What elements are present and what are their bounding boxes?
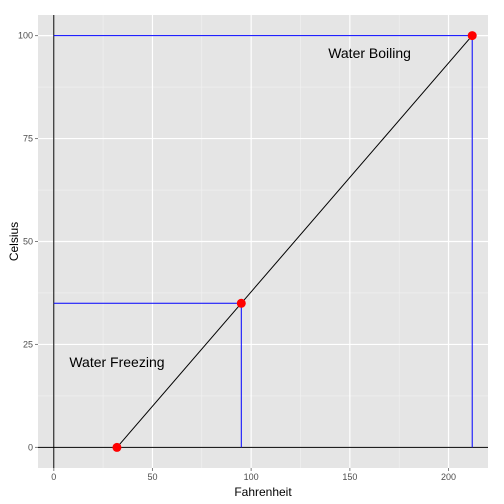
y-axis-ticks: 0 25 50 75 100 [18,31,38,452]
data-points [112,31,477,452]
annotations: Water Freezing Water Boiling [69,45,411,370]
annotation-label: Water Boiling [328,45,411,61]
x-tick-label: 100 [244,472,259,482]
x-tick-label: 50 [147,472,157,482]
y-tick-label: 25 [23,339,33,349]
conversion-line [116,35,473,448]
conversion-line-segment [116,35,473,448]
y-tick-label: 50 [23,237,33,247]
data-point [112,442,122,452]
data-point [236,298,246,308]
annotation-label: Water Freezing [69,354,164,370]
y-tick-label: 0 [28,442,33,452]
y-tick-label: 75 [23,134,33,144]
blue-guide-lines [53,35,473,448]
y-tick-label: 100 [18,31,33,41]
x-tick-label: 200 [441,472,456,482]
data-point [467,31,477,41]
x-axis-ticks: 0 50 100 150 200 [51,468,456,482]
x-tick-label: 0 [51,472,56,482]
x-axis-title: Fahrenheit [234,485,292,499]
x-tick-label: 150 [342,472,357,482]
y-axis-title: Celsius [7,222,21,261]
